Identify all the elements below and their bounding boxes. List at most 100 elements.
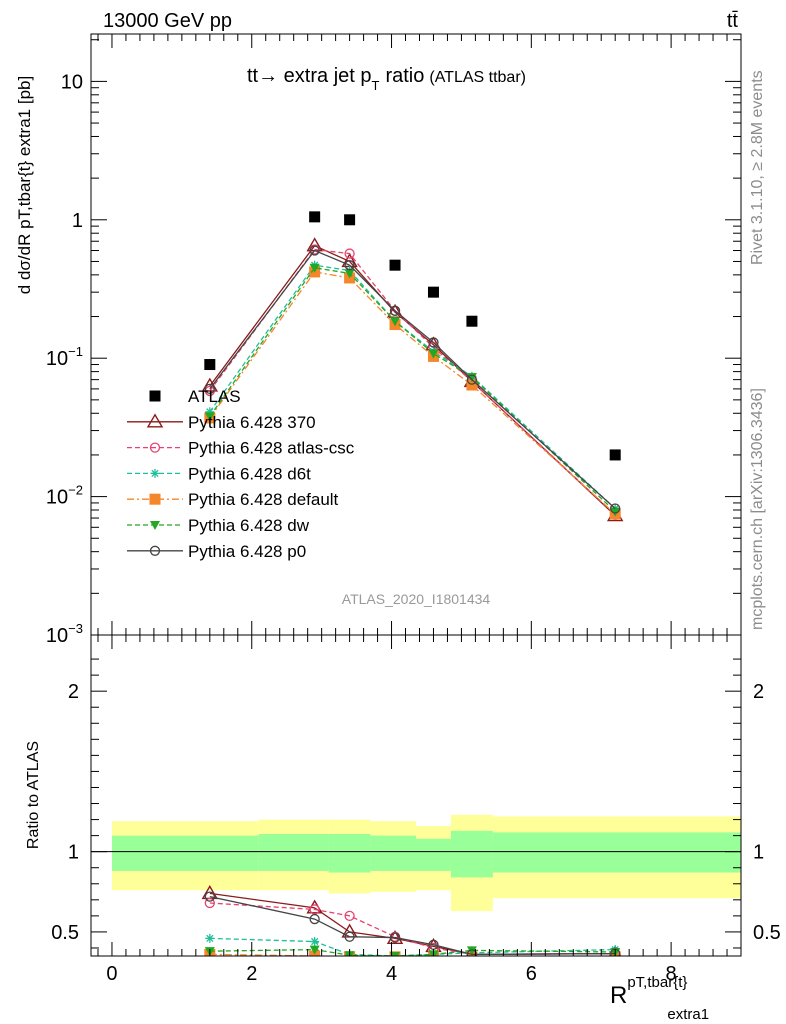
legend-label-pythia-6-428-atlas-csc: Pythia 6.428 atlas-csc xyxy=(188,439,355,458)
main-point-pythia-6-428-p0 xyxy=(428,337,439,348)
main-y-tick-label: 1 xyxy=(72,210,83,232)
ratio-band-green xyxy=(492,832,741,873)
ratio-band-green xyxy=(370,835,416,871)
main-point-atlas xyxy=(344,214,356,226)
energy-label: 13000 GeV pp xyxy=(103,10,232,32)
ratio-band-green xyxy=(111,835,259,871)
legend-marker-pythia-6-428-atlas-csc xyxy=(149,442,161,453)
ratio-point-pythia-6-428-p0 xyxy=(204,891,215,902)
legend-marker-pythia-6-428-d6t xyxy=(150,468,160,478)
ratio-point-pythia-6-428-d6t xyxy=(310,937,320,947)
main-y-tick-label: 10−2 xyxy=(46,483,83,509)
main-point-pythia-6-428-default xyxy=(466,379,478,391)
ratio-line-pythia-6-428-atlas-csc xyxy=(209,902,616,956)
ratio-axes: 0.5 0.5 1 1 2 2 0 2 4 6 8 xyxy=(51,635,781,985)
legend-label-pythia-6-428-370: Pythia 6.428 370 xyxy=(188,413,316,432)
main-y-tick-base: 10 xyxy=(46,625,68,647)
ratio-point-pythia-6-428-dw xyxy=(309,945,320,955)
legend-marker-atlas xyxy=(149,390,161,402)
x-tick-label: 4 xyxy=(386,963,397,985)
legend: ATLAS Pythia 6.428 370 Pythia 6.428 atlas-… xyxy=(127,387,355,561)
ratio-point-pythia-6-428-370 xyxy=(341,923,358,938)
legend-marker-pythia-6-428-default xyxy=(149,493,161,505)
ratio-band-green xyxy=(328,834,371,873)
main-y-tick-base: 10 xyxy=(61,71,83,93)
chart-title-main: tt→ extra jet p xyxy=(247,65,372,87)
x-tick-label: 8 xyxy=(666,963,677,985)
main-line-pythia-6-428-p0 xyxy=(209,249,616,510)
ratio-y-tick-label-left: 2 xyxy=(68,681,79,703)
main-point-pythia-6-428-p0 xyxy=(466,374,478,385)
main-y-tick-exp: −2 xyxy=(68,483,83,498)
ratio-point-pythia-6-428-p0 xyxy=(389,932,401,943)
ratio-y-tick-label-right: 1 xyxy=(753,842,764,864)
main-point-pythia-6-428-dw xyxy=(428,349,439,359)
mcplots-label: mcplots.cern.ch [arXiv:1306.3436] xyxy=(749,388,766,630)
main-point-pythia-6-428-p0 xyxy=(610,503,621,514)
process-label: tt̄ xyxy=(727,10,739,32)
x-axis-label-sub: extra1 xyxy=(667,1006,709,1023)
main-point-pythia-6-428-dw xyxy=(204,412,215,422)
analysis-id-label: ATLAS_2020_I1801434 xyxy=(342,591,491,607)
main-y-axis-label: d dσ/dR pT,tbar{t} extra1 [pb] xyxy=(15,76,34,294)
ratio-point-pythia-6-428-atlas-csc xyxy=(344,910,355,922)
ratio-band-green xyxy=(416,838,451,871)
x-tick-label: 6 xyxy=(526,963,537,985)
legend-label-pythia-6-428-p0: Pythia 6.428 p0 xyxy=(188,542,306,561)
ratio-point-pythia-6-428-atlas-csc xyxy=(204,897,215,909)
ratio-band-green xyxy=(258,834,329,871)
x-axis-label-sup: pT,tbar{t} xyxy=(627,974,687,991)
x-axis-label: RpT,tbar{t} extra1 xyxy=(610,974,709,1023)
ratio-line-pythia-6-428-370 xyxy=(209,892,616,956)
main-point-pythia-6-428-p0 xyxy=(309,245,320,256)
ratio-y-tick-label-right: 2 xyxy=(753,681,764,703)
rivet-version-label: Rivet 3.1.10, ≥ 2.8M events xyxy=(749,70,766,265)
main-point-pythia-6-428-p0 xyxy=(389,305,401,316)
main-y-tick-exp: −1 xyxy=(68,344,83,359)
x-axis-label-main: R xyxy=(610,982,627,1009)
main-point-atlas xyxy=(309,211,321,223)
ratio-y-axis-label: Ratio to ATLAS xyxy=(25,741,42,849)
ratio-y-tick-label-left: 0.5 xyxy=(51,922,79,944)
x-tick-label: 0 xyxy=(106,963,117,985)
legend-marker-pythia-6-428-p0 xyxy=(149,545,161,556)
main-y-tick-label: 10 xyxy=(61,71,83,93)
main-point-atlas xyxy=(427,286,439,298)
main-y-tick-label: 10−1 xyxy=(46,344,83,370)
ratio-panel-frame xyxy=(90,634,742,957)
chart-title-note: (ATLAS ttbar) xyxy=(429,69,526,86)
ratio-panel-content xyxy=(91,814,741,956)
main-point-atlas xyxy=(204,359,216,371)
ratio-point-pythia-6-428-dw xyxy=(390,952,401,956)
main-point-atlas xyxy=(389,259,401,271)
chart-title-sub: T xyxy=(372,78,380,93)
main-point-pythia-6-428-dw xyxy=(390,317,401,327)
legend-label-atlas: ATLAS xyxy=(188,387,241,406)
main-y-tick-base: 10 xyxy=(46,487,68,509)
main-point-pythia-6-428-atlas-csc xyxy=(344,248,355,259)
main-point-pythia-6-428-dw xyxy=(309,263,320,273)
ratio-point-pythia-6-428-p0 xyxy=(466,949,478,956)
ratio-y-tick-label-right: 0.5 xyxy=(753,922,781,944)
legend-label-pythia-6-428-dw: Pythia 6.428 dw xyxy=(188,516,310,535)
ratio-point-pythia-6-428-p0 xyxy=(344,931,355,942)
legend-marker-pythia-6-428-dw xyxy=(150,521,160,530)
main-point-pythia-6-428-p0 xyxy=(344,260,355,271)
main-point-pythia-6-428-dw xyxy=(610,507,621,517)
ratio-y-tick-label-left: 1 xyxy=(68,842,79,864)
main-y-tick-exp: −3 xyxy=(68,621,83,636)
main-panel-content xyxy=(201,211,624,522)
main-point-pythia-6-428-p0 xyxy=(204,383,215,395)
legend-label-pythia-6-428-default: Pythia 6.428 default xyxy=(188,490,339,509)
main-point-atlas xyxy=(609,449,621,461)
ratio-band-green xyxy=(450,830,493,878)
chart-title-tail: ratio xyxy=(385,65,424,87)
ratio-point-pythia-6-428-dw xyxy=(466,946,477,956)
main-y-tick-base: 1 xyxy=(72,210,83,232)
legend-label-pythia-6-428-d6t: Pythia 6.428 d6t xyxy=(188,464,311,483)
ratio-point-pythia-6-428-p0 xyxy=(309,913,320,925)
chart-title: tt→ extra jet pT ratio (ATLAS ttbar) xyxy=(247,65,526,93)
main-y-tick-base: 10 xyxy=(46,348,68,370)
